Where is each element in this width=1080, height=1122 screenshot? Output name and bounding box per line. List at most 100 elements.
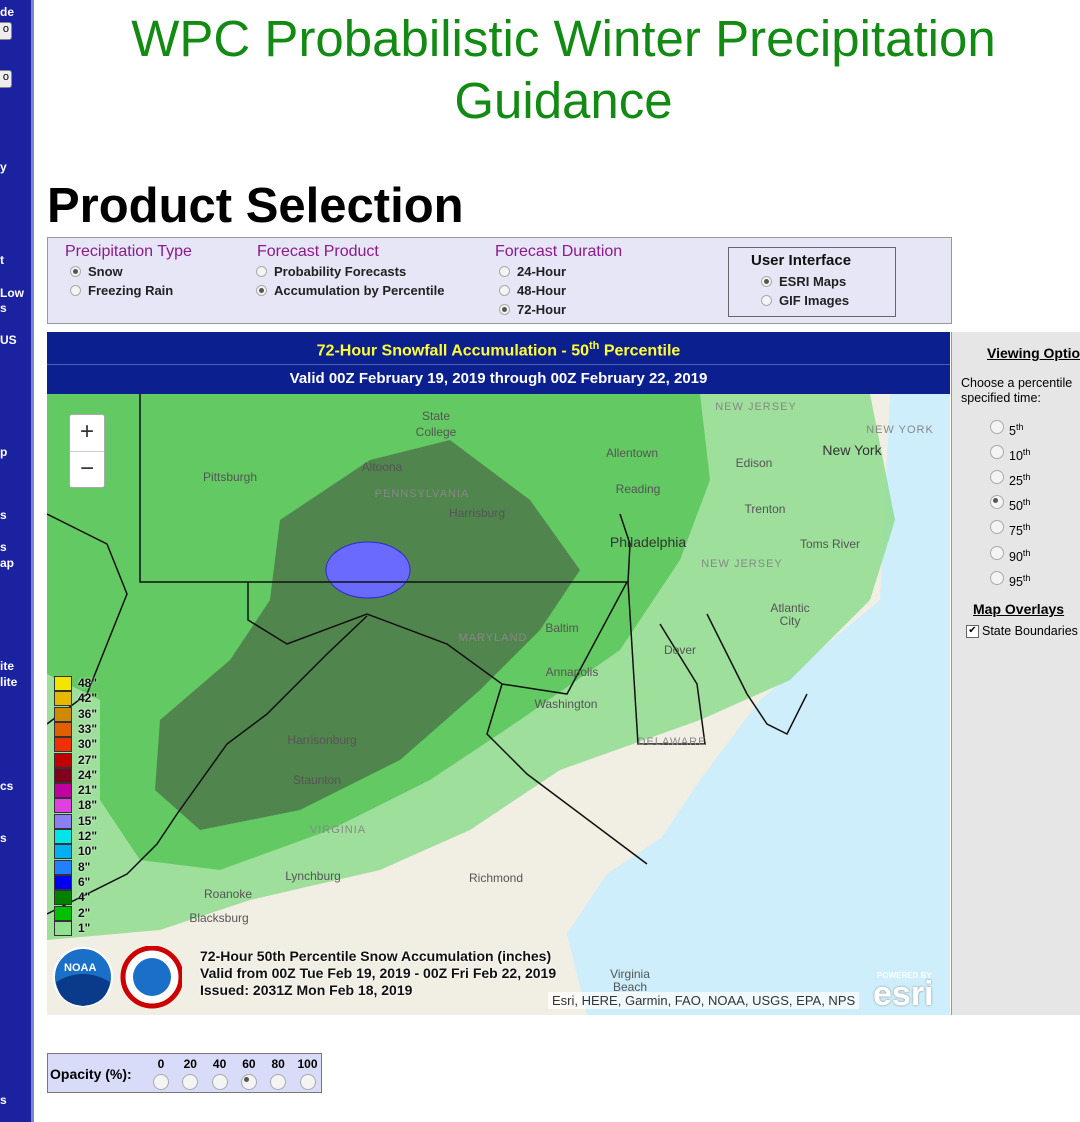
legend-swatch xyxy=(54,874,72,890)
sidebar-item[interactable]: y xyxy=(0,160,7,174)
map-layers xyxy=(47,394,950,1015)
map-caption: Valid from 00Z Tue Feb 19, 2019 - 00Z Fr… xyxy=(200,965,557,981)
percentile-label[interactable]: 50th xyxy=(1009,497,1030,513)
sidebar-item[interactable]: t xyxy=(0,253,4,267)
state-boundaries xyxy=(47,394,808,915)
zoom-out[interactable]: − xyxy=(79,455,94,482)
radio[interactable] xyxy=(299,1074,316,1090)
sidebar-item[interactable]: ite xyxy=(0,659,15,673)
legend-label: 4" xyxy=(78,890,91,905)
sidebar-item[interactable]: s xyxy=(0,831,7,845)
radio[interactable] xyxy=(990,570,1004,585)
overlay-label[interactable]: State Boundaries xyxy=(982,624,1078,638)
opacity-label: Opacity (%): xyxy=(50,1066,132,1082)
percentile-label[interactable]: 5th xyxy=(1009,422,1023,438)
percentile-label[interactable]: 10th xyxy=(1009,447,1030,463)
radio[interactable] xyxy=(990,445,1004,460)
radio[interactable] xyxy=(499,266,510,277)
sidebar-item[interactable]: cs xyxy=(0,779,14,793)
sidebar-button[interactable]: o xyxy=(0,22,12,40)
logos xyxy=(53,946,182,1009)
sidebar-item[interactable]: s xyxy=(0,508,7,522)
radio[interactable] xyxy=(990,545,1004,560)
option-label[interactable]: 72-Hour xyxy=(517,302,567,317)
radio[interactable] xyxy=(182,1074,199,1090)
map-title-sup: th xyxy=(589,340,600,352)
place-label: NEW JERSEY xyxy=(715,401,797,413)
place-label: Washington xyxy=(534,697,598,711)
percentile-num: 50 xyxy=(1009,499,1023,514)
radio[interactable] xyxy=(70,285,81,296)
radio[interactable] xyxy=(499,304,510,315)
legend-label: 2" xyxy=(78,905,91,920)
percentile-label[interactable]: 95th xyxy=(1009,573,1030,589)
legend-label: 33" xyxy=(78,721,98,736)
bay xyxy=(567,814,697,1015)
sidebar-item[interactable]: s xyxy=(0,1093,7,1107)
checkbox[interactable]: ✔ xyxy=(966,625,979,638)
radio[interactable] xyxy=(240,1074,257,1090)
radio[interactable] xyxy=(990,420,1004,434)
place-label: Reading xyxy=(615,482,661,496)
radio[interactable] xyxy=(70,266,81,277)
percentile-label[interactable]: 25th xyxy=(1009,472,1030,488)
place-label: Staunton xyxy=(292,773,342,787)
sidebar-item[interactable]: ap xyxy=(0,556,15,570)
sidebar-item[interactable]: lite xyxy=(0,675,18,689)
option-label[interactable]: Accumulation by Percentile xyxy=(274,283,445,298)
legend-swatch xyxy=(54,691,72,707)
legend-swatch xyxy=(54,706,72,722)
place-label: NEW YORK xyxy=(866,424,934,436)
legend-label: 48" xyxy=(78,676,98,690)
zoom-in[interactable]: + xyxy=(70,415,104,452)
radio[interactable] xyxy=(211,1074,228,1090)
option-label[interactable]: Snow xyxy=(88,264,123,279)
radio[interactable] xyxy=(499,285,510,296)
percentile-label[interactable]: 90th xyxy=(1009,548,1030,564)
radio[interactable] xyxy=(270,1074,287,1090)
place-label: Altoona xyxy=(361,460,403,474)
option-label[interactable]: Probability Forecasts xyxy=(274,264,407,279)
sidebar-item[interactable]: p xyxy=(0,445,8,459)
legend-swatch xyxy=(54,783,72,799)
place-label: Blacksburg xyxy=(189,911,249,925)
option-label[interactable]: GIF Images xyxy=(779,293,850,308)
sidebar-item[interactable]: s xyxy=(0,301,7,315)
option-label[interactable]: 48-Hour xyxy=(517,283,567,298)
sidebar-item[interactable]: US xyxy=(0,333,17,347)
place-label: NEW JERSEY xyxy=(701,558,783,570)
place-label: Baltim xyxy=(545,621,579,635)
map[interactable]: State College Altoona Pittsburgh PENNSYLVANI… xyxy=(47,394,950,1015)
radio[interactable] xyxy=(256,285,267,296)
map-title: 72-Hour Snowfall Accumulation - 50th Per… xyxy=(47,340,950,360)
map-caption: Issued: 2031Z Mon Feb 18, 2019 xyxy=(200,982,413,998)
option-label[interactable]: ESRI Maps xyxy=(779,274,847,289)
place-label: VIRGINIA xyxy=(309,824,367,836)
ocean xyxy=(620,394,950,1015)
radio[interactable] xyxy=(761,276,772,287)
page-title: WPC Probabilistic Winter Precipitation G… xyxy=(131,10,996,129)
option-label[interactable]: Freezing Rain xyxy=(88,283,174,298)
radio[interactable] xyxy=(990,470,1004,485)
option-label[interactable]: 24-Hour xyxy=(517,264,567,279)
percentile-label[interactable]: 75th xyxy=(1009,522,1030,538)
radio[interactable] xyxy=(761,295,772,306)
radio[interactable] xyxy=(256,266,267,277)
radio[interactable] xyxy=(153,1074,169,1090)
radio[interactable] xyxy=(990,520,1004,535)
overlays-title: Map Overlays xyxy=(973,601,1065,617)
place-label: Lynchburg xyxy=(285,869,341,883)
zoom-control: + − xyxy=(69,414,105,488)
sidebar-item[interactable]: de xyxy=(0,5,15,19)
legend-swatch xyxy=(54,798,72,814)
sidebar-button[interactable]: o xyxy=(0,70,12,88)
legend-label: 1" xyxy=(78,920,91,935)
legend-swatch xyxy=(54,752,72,768)
sidebar-item[interactable]: s xyxy=(0,540,7,554)
legend-swatch xyxy=(54,844,72,860)
sidebar-item[interactable]: Low xyxy=(0,286,24,300)
radio[interactable] xyxy=(990,495,1004,510)
legend-swatch xyxy=(54,721,72,737)
legend-label: 15" xyxy=(78,813,98,828)
